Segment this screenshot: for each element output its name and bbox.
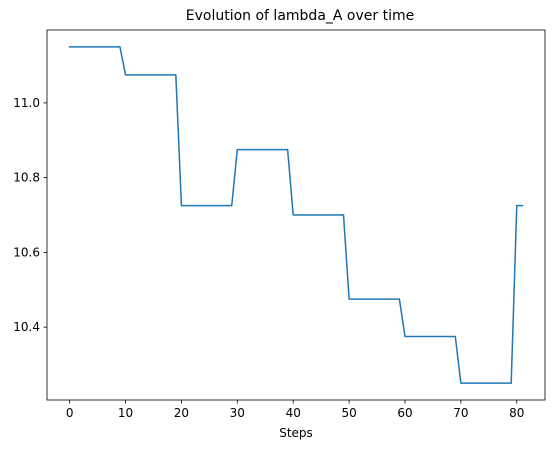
- x-tick-label: 80: [509, 406, 524, 420]
- y-tick-label: 10.8: [13, 171, 40, 185]
- x-tick-label: 10: [118, 406, 133, 420]
- y-tick-label: 10.6: [13, 245, 40, 259]
- x-tick-label: 50: [341, 406, 356, 420]
- x-tick-label: 20: [174, 406, 189, 420]
- x-tick-label: 40: [286, 406, 301, 420]
- x-axis-ticks: 0 10 20 30 40 50 60 70 80: [66, 400, 524, 420]
- x-tick-label: 60: [397, 406, 412, 420]
- x-tick-label: 0: [66, 406, 74, 420]
- y-axis-ticks: 10.4 10.6 10.8 11.0: [13, 96, 47, 334]
- y-tick-label: 11.0: [13, 96, 40, 110]
- x-axis-label: Steps: [279, 426, 313, 440]
- x-tick-label: 30: [230, 406, 245, 420]
- x-tick-label: 70: [453, 406, 468, 420]
- y-tick-label: 10.4: [13, 320, 40, 334]
- chart-title: Evolution of lambda_A over time: [186, 8, 414, 24]
- series-line-lambda-a: [68, 46, 524, 384]
